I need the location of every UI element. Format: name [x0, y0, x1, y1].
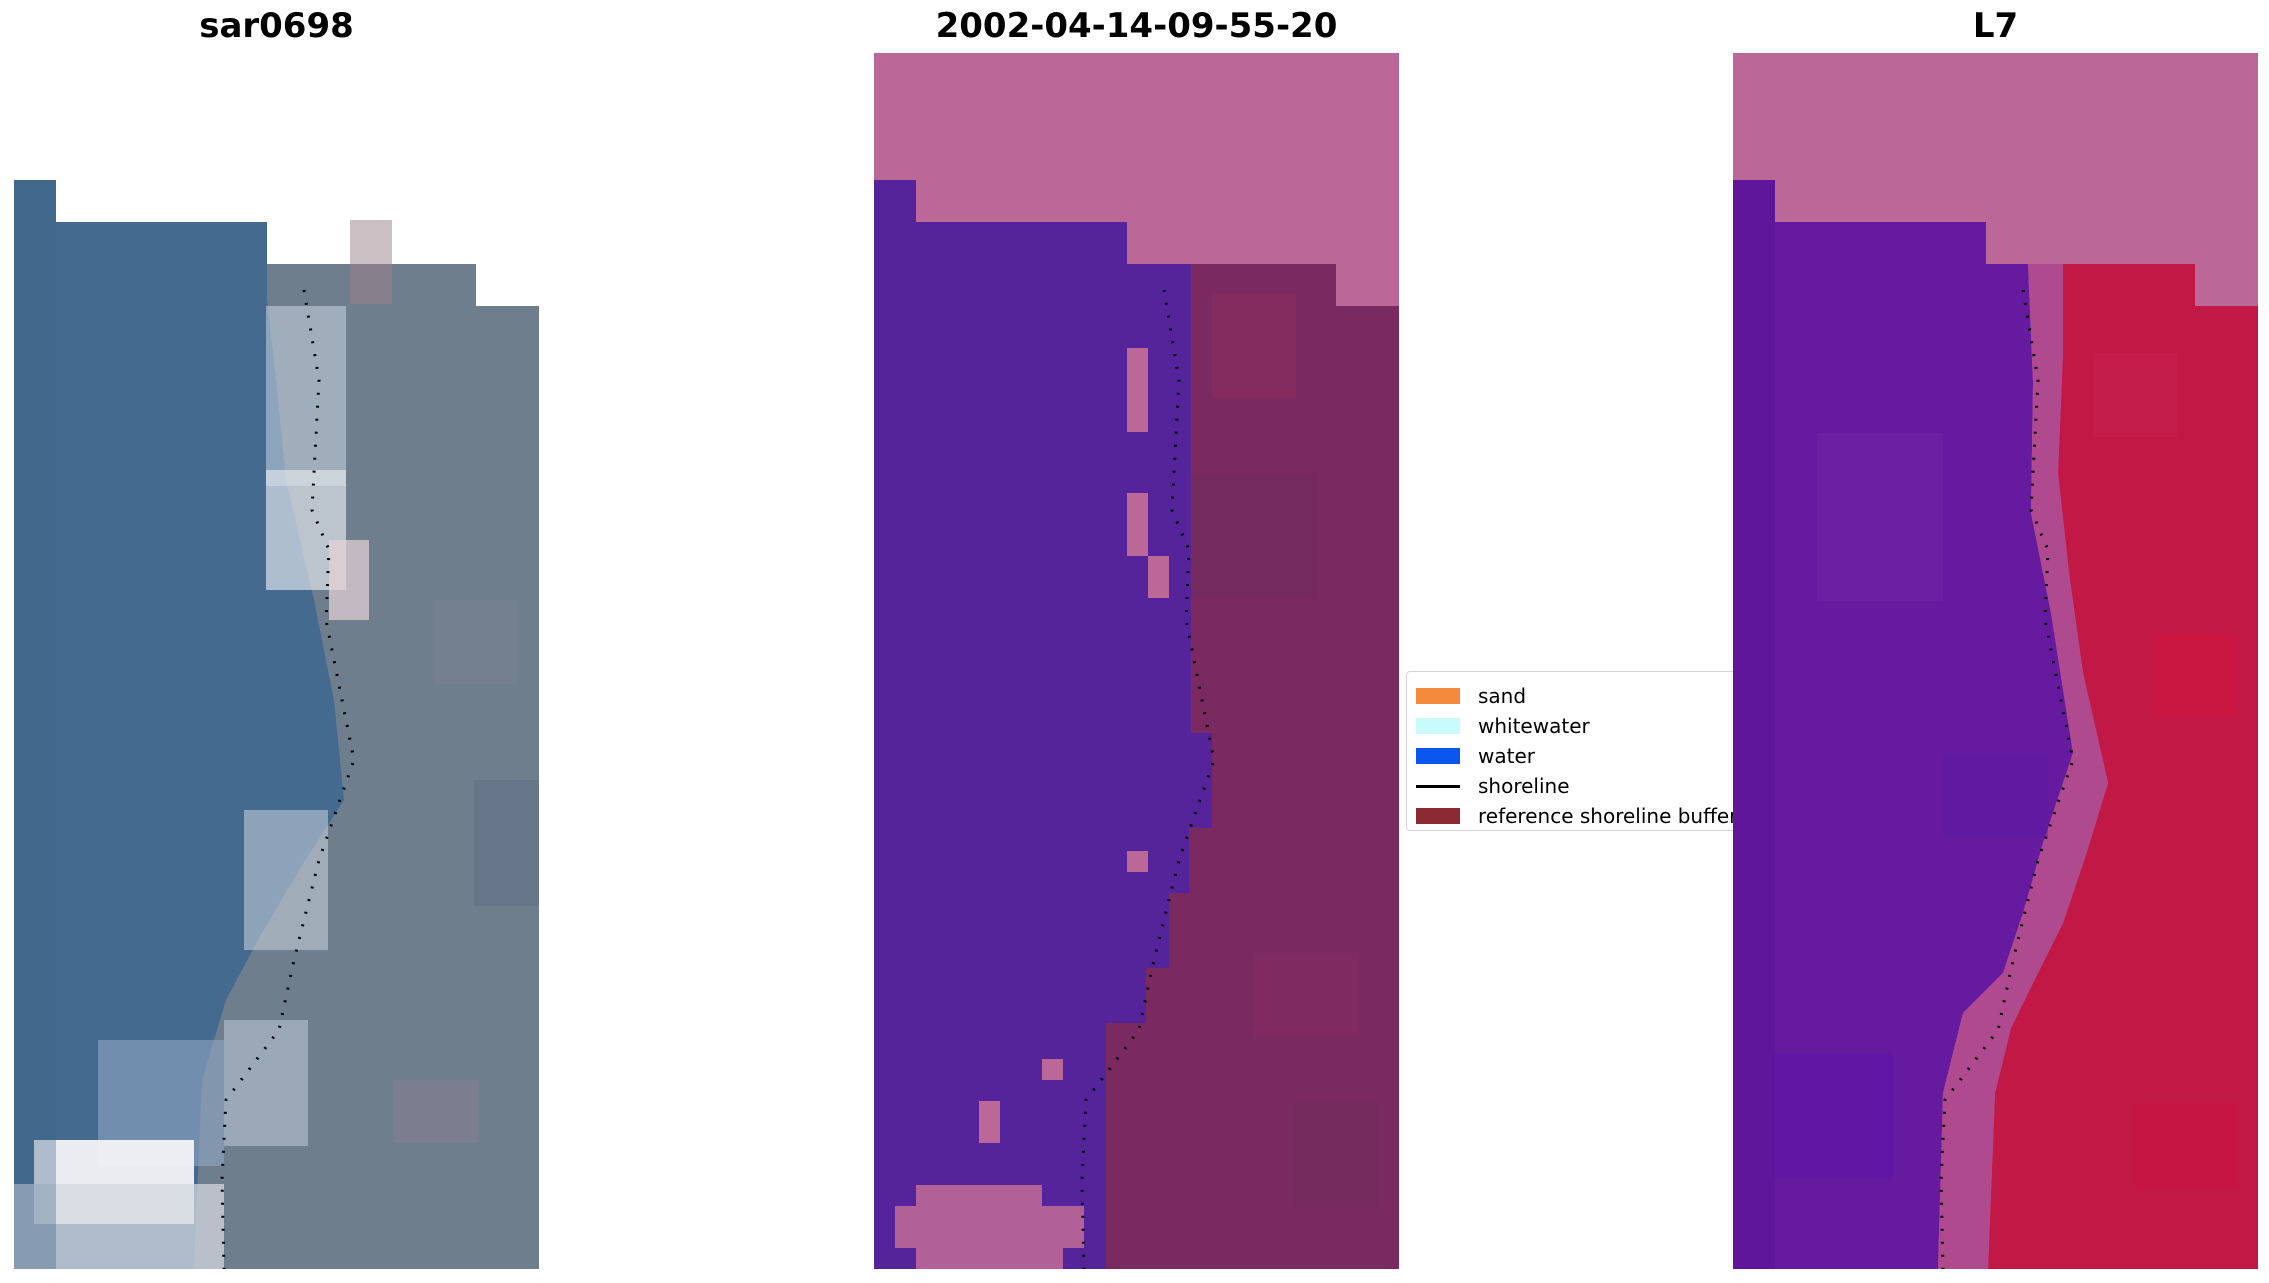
- legend-label: whitewater: [1478, 714, 1590, 738]
- class-buffer: [1106, 264, 1399, 1269]
- fc-shoreline: [1939, 289, 2075, 1269]
- fc-land: [1988, 264, 2258, 1269]
- legend-label: sand: [1478, 684, 1527, 708]
- legend-item-reference-buffer: reference shoreline buffer: [1416, 802, 1734, 830]
- class-shoreline: [1080, 289, 1216, 1269]
- panel-title-rgb: sar0698: [199, 6, 354, 46]
- panel-title-false-color: L7: [1972, 6, 2019, 46]
- legend-item-sand: sand: [1416, 682, 1526, 710]
- legend-swatch-water: [1416, 748, 1460, 764]
- class-nodata-patches: [895, 348, 1169, 1269]
- rgb-pixel-texture: [14, 180, 539, 1269]
- legend-label: reference shoreline buffer: [1478, 804, 1734, 828]
- legend-swatch-sand: [1416, 688, 1460, 704]
- legend-label: water: [1478, 744, 1535, 768]
- legend-swatch-reference-buffer: [1416, 808, 1460, 824]
- rgb-nodata-notch: [476, 264, 539, 306]
- classified-image: [874, 53, 1399, 1269]
- legend-swatch-whitewater: [1416, 718, 1460, 734]
- fc-texture: [1733, 180, 2238, 1269]
- rgb-land: [194, 264, 539, 1269]
- rgb-nodata-notch: [56, 180, 539, 222]
- rgb-satellite-image: [14, 180, 539, 1269]
- legend-item-water: water: [1416, 742, 1535, 770]
- class-water: [874, 180, 1212, 1269]
- false-color-image: [1733, 53, 2258, 1269]
- rgb-nodata-notch: [267, 222, 539, 264]
- fc-beach-band: [1938, 264, 2108, 1269]
- legend-item-shoreline: shoreline: [1416, 772, 1570, 800]
- legend-swatch-shoreline: [1416, 784, 1460, 788]
- legend: sand whitewater water shoreline referenc…: [1406, 671, 1734, 831]
- fc-water: [1733, 180, 2073, 1269]
- rgb-shoreline: [220, 289, 356, 1269]
- class-buffer-texture: [1191, 293, 1378, 1208]
- panel-title-classification: 2002-04-14-09-55-20: [935, 6, 1338, 46]
- legend-label: shoreline: [1478, 774, 1570, 798]
- legend-item-whitewater: whitewater: [1416, 712, 1590, 740]
